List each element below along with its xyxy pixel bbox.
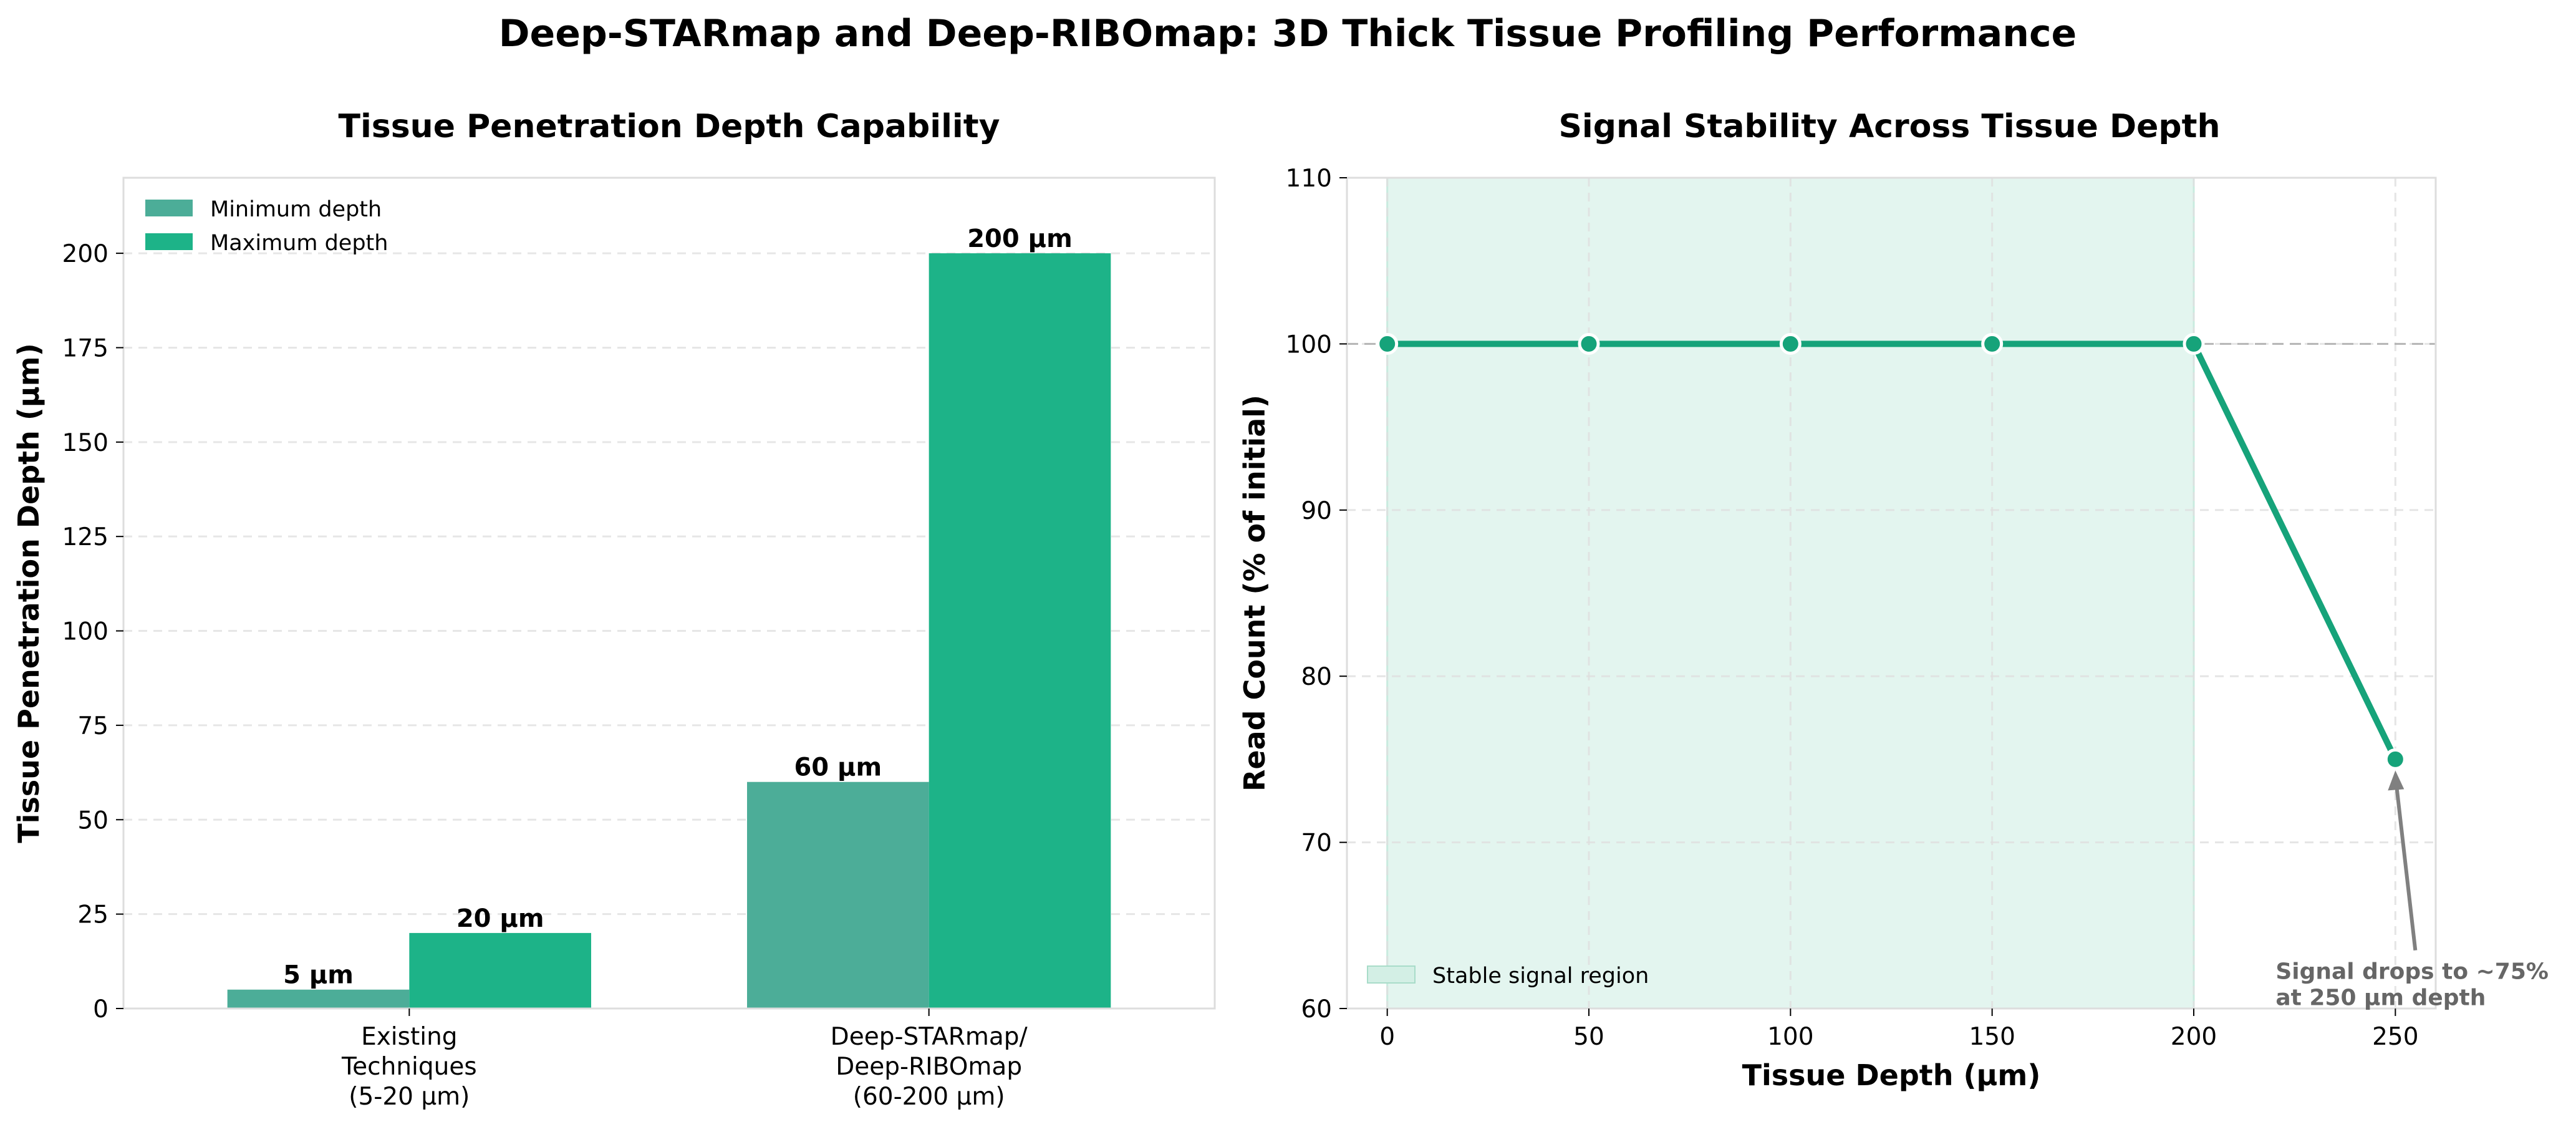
annotation-arrow-shaft (2395, 786, 2418, 951)
bar-chart: Tissue Penetration Depth Capability 0 25 5… (12, 108, 1216, 1111)
bar-data-label: 200 µm (967, 225, 1073, 253)
line-y-axis-label: Read Count (% of initial) (1238, 395, 1271, 791)
bar-x-tick-label: Deep-STARmap/ (831, 1023, 1028, 1051)
bar-y-tick-label: 175 (62, 334, 109, 362)
bar-x-tick-label: Existing (361, 1023, 457, 1051)
bar-y-tick-label: 125 (62, 523, 109, 551)
line-y-tick-label: 80 (1301, 663, 1332, 691)
line-x-tick-label: 50 (1573, 1023, 1604, 1051)
bar-y-tick-label: 200 (62, 240, 109, 268)
bar-y-tick-label: 0 (93, 995, 109, 1023)
bar-x-tick-label: (60-200 µm) (853, 1083, 1005, 1111)
line-legend: Stable signal region (1367, 964, 1649, 989)
line-x-tick-label: 100 (1767, 1023, 1813, 1051)
line-x-axis-label: Tissue Depth (µm) (1742, 1058, 2041, 1092)
figure-title: Deep-STARmap and Deep-RIBOmap: 3D Thick … (499, 12, 2077, 56)
bar-grid (123, 252, 1215, 916)
line-y-tick-label: 90 (1301, 497, 1332, 525)
data-point-250 (2384, 748, 2406, 770)
bar-x-tick-label: (5-20 µm) (349, 1083, 470, 1111)
drop-annotation: Signal drops to ~75%at 250 µm depth (2275, 770, 2549, 1011)
bar-x-tick-label: Deep-RIBOmap (836, 1053, 1022, 1081)
data-point-0 (1376, 332, 1399, 355)
bar-chart-title: Tissue Penetration Depth Capability (338, 108, 1000, 145)
bar-minimum-0 (227, 989, 410, 1009)
legend-label-minimum: Minimum depth (210, 197, 382, 222)
data-point-200 (2183, 332, 2205, 355)
line-x-tick-label: 0 (1379, 1023, 1395, 1051)
data-point-50 (1578, 332, 1600, 355)
data-point-150 (1981, 332, 2004, 355)
line-chart: Signal Stability Across Tissue Depth 60 7… (1238, 108, 2549, 1092)
read-count-line (1384, 341, 2399, 763)
bar-y-tick-label: 150 (62, 429, 109, 457)
bar-x-tick-label: Techniques (341, 1053, 477, 1081)
bar-y-tick-label: 100 (62, 618, 109, 646)
bar-maximum-0 (409, 932, 591, 1009)
bar-plot-frame (122, 177, 1216, 1010)
annotation-text: Signal drops to ~75% (2275, 959, 2549, 985)
line-y-tick-label: 70 (1301, 830, 1332, 858)
line-chart-title: Signal Stability Across Tissue Depth (1558, 108, 2220, 145)
line-x-tick-label: 150 (1969, 1023, 2015, 1051)
bar-y-axis-label: Tissue Penetration Depth (µm) (12, 343, 46, 843)
line-x-tick-label: 250 (2372, 1023, 2418, 1051)
bar-bars (227, 253, 1111, 1009)
legend-swatch-stable-region (1367, 965, 1416, 984)
bar-data-labels: 5 µm 60 µm 20 µm 200 µm (283, 225, 1073, 990)
line-x-tick-label: 200 (2171, 1023, 2217, 1051)
annotation-text: at 250 µm depth (2275, 985, 2486, 1011)
bar-y-tick-label: 50 (77, 806, 109, 834)
read-count-series (1376, 332, 2406, 770)
bar-y-tick-label: 25 (77, 901, 109, 929)
line-y-tick-label: 100 (1286, 331, 1332, 359)
legend-label-maximum: Maximum depth (210, 231, 388, 256)
line-plot-frame (1346, 177, 2437, 1010)
bar-y-ticks: 0 25 50 75 100 125 150 175 200 (62, 240, 123, 1023)
bar-y-tick-label: 75 (77, 712, 109, 740)
bar-maximum-1 (929, 253, 1111, 1009)
bar-data-label: 5 µm (283, 961, 354, 990)
bar-legend: Minimum depth Maximum depth (145, 197, 388, 256)
legend-label-stable-region: Stable signal region (1432, 964, 1649, 989)
bar-data-label: 60 µm (794, 753, 882, 782)
line-x-ticks: 0 50 100 150 200 250 (1379, 1009, 2419, 1051)
annotation-arrowhead (2388, 770, 2405, 791)
legend-swatch-minimum (145, 200, 193, 216)
line-y-ticks: 60 70 80 90 100 110 (1286, 165, 1347, 1023)
line-y-tick-label: 110 (1286, 165, 1332, 193)
line-y-tick-label: 60 (1301, 995, 1332, 1023)
bar-data-label: 20 µm (456, 904, 544, 933)
data-point-100 (1779, 332, 1802, 355)
legend-swatch-maximum (145, 233, 193, 250)
bar-minimum-1 (747, 781, 929, 1009)
